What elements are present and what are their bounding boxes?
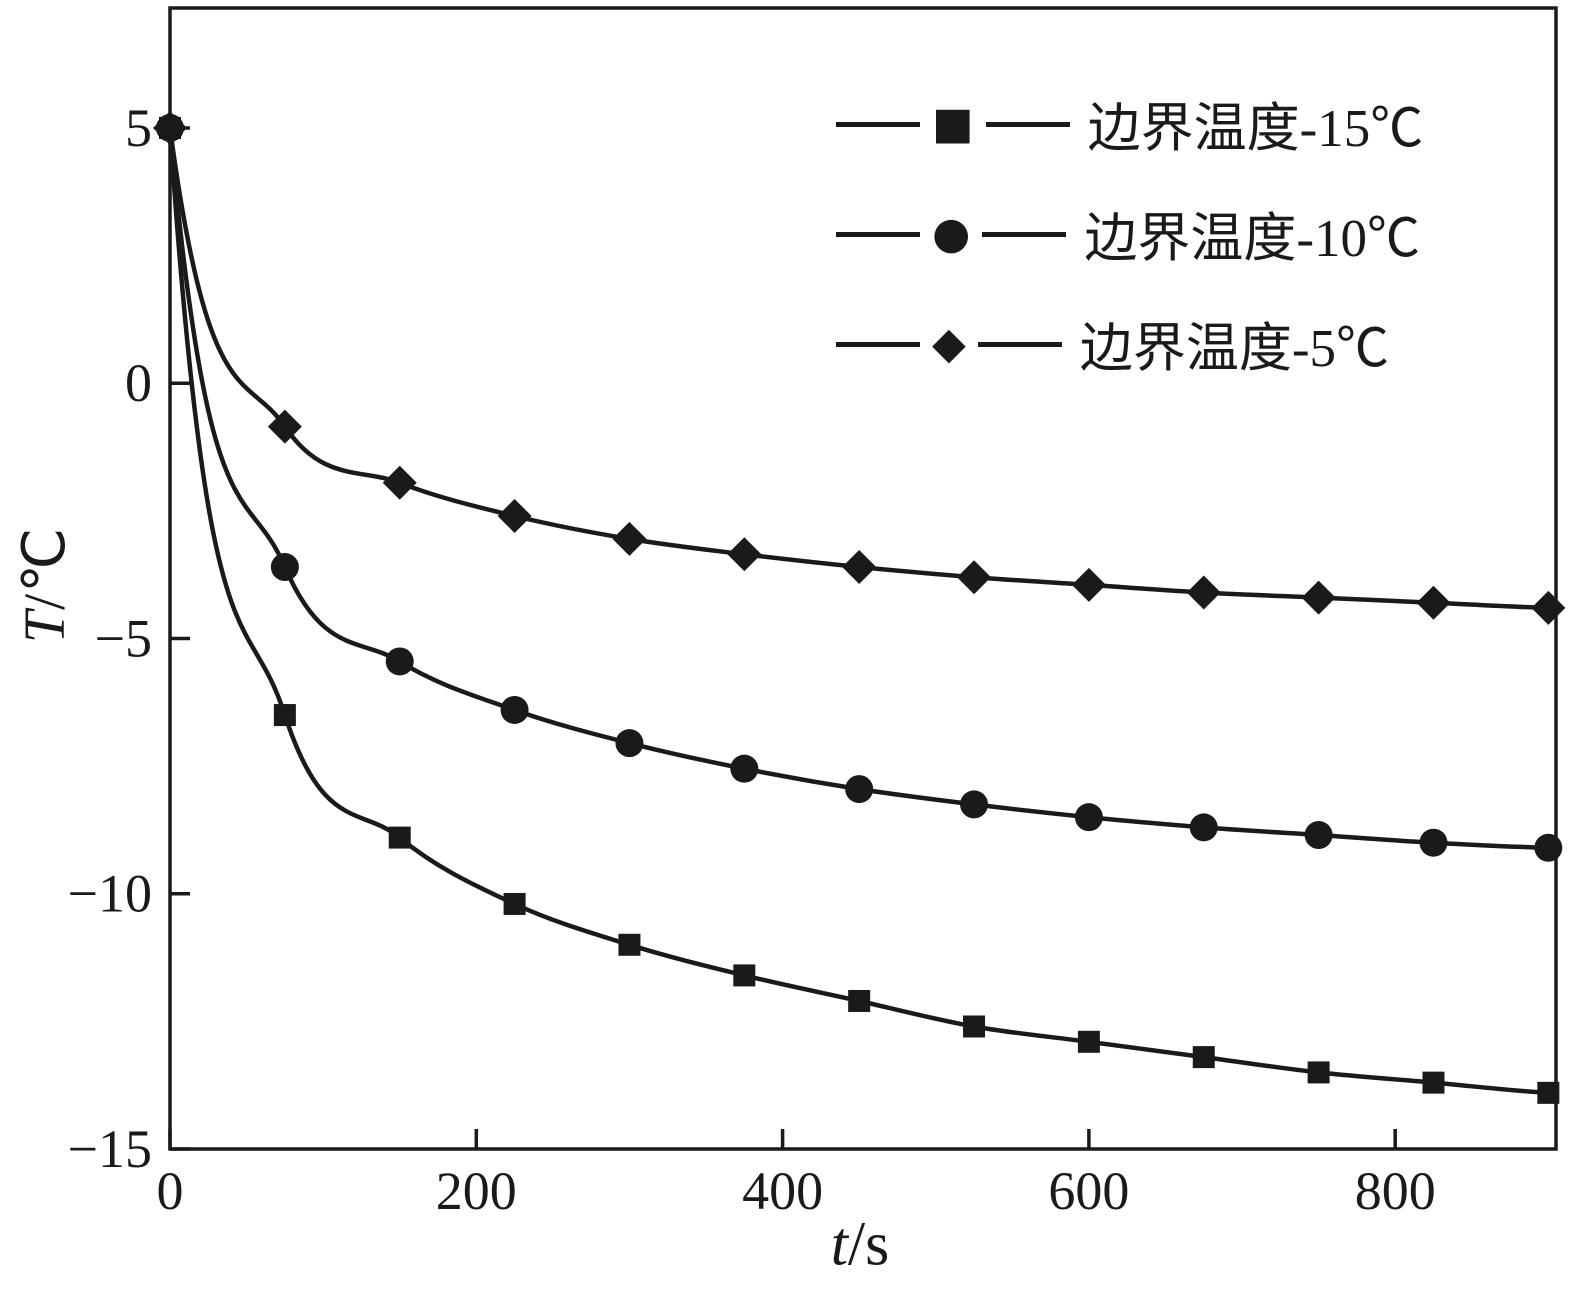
circle-marker [500,695,529,724]
x-axis-variable: t [830,1210,848,1279]
legend-label: 边界温度-15℃ [1087,100,1424,158]
plot-frame [168,6,1558,1151]
square-marker [273,704,296,727]
diamond-marker [1531,590,1566,625]
y-tick-label: −15 [68,1119,152,1179]
legend-line-segment [982,231,1067,237]
square-marker [618,933,641,956]
square-marker [1192,1046,1215,1069]
x-axis-label: t/s [831,1210,890,1281]
diamond-marker [153,110,187,145]
diamond-marker [497,498,532,533]
diamond-marker [727,537,762,572]
diamond-marker [612,521,647,556]
x-tick-label: 800 [1355,1161,1436,1221]
circle-marker [1074,803,1103,832]
circle-marker [1189,813,1218,842]
diamond-marker [1071,567,1106,602]
x-tick-label: 600 [1048,1161,1129,1221]
x-axis-separator: / [847,1210,866,1279]
diamond-marker-icon: ◆ [932,318,966,369]
circle-marker [385,647,414,676]
y-axis-separator: / [12,592,77,610]
square-marker [733,964,756,987]
square-marker [1422,1071,1445,1094]
y-axis-variable: T [12,610,77,644]
series-line-circle [167,127,1549,851]
x-tick-label: 200 [436,1161,517,1221]
circle-marker [730,754,759,783]
square-marker [1537,1081,1560,1104]
legend-line-segment [836,121,920,127]
circle-marker [1304,821,1333,850]
diamond-marker [842,550,877,585]
legend-item-minus5: ◆ 边界温度-5℃ [836,306,1423,382]
legend-line-segment [985,121,1070,127]
legend: ■ 边界温度-15℃ ● 边界温度-10℃ ◆ 边界温度-5℃ [836,86,1423,382]
diamond-marker [1416,585,1451,620]
x-tick-label: 400 [742,1161,823,1221]
y-tick-label: −5 [95,608,152,668]
y-axis-label: T/℃ [10,527,78,644]
x-tick-label: 0 [157,1161,184,1221]
y-axis-unit: ℃ [12,526,77,593]
legend-line-segment [836,231,920,237]
square-marker [963,1015,986,1038]
diamond-marker [267,409,302,444]
diamond-marker [957,560,992,595]
legend-line-segment [977,341,1062,347]
diamond-marker [1186,575,1221,610]
square-marker [388,826,411,849]
square-marker [848,989,871,1012]
circle-marker [1419,828,1448,857]
x-axis-unit: s [865,1210,890,1279]
y-tick-label: 5 [125,98,152,158]
circle-marker [270,553,299,582]
y-tick-label: 0 [125,353,152,413]
diamond-marker [1301,580,1336,615]
legend-label: 边界温度-5℃ [1079,320,1389,378]
circle-marker [845,775,874,804]
legend-line-segment [836,341,920,347]
diamond-marker [382,465,417,500]
circle-marker-icon: ● [932,208,971,259]
circle-marker [615,729,644,758]
legend-item-minus15: ■ 边界温度-15℃ [836,86,1423,162]
square-marker-icon: ■ [932,98,974,149]
circle-marker [1534,833,1563,862]
legend-label: 边界温度-10℃ [1084,210,1421,268]
square-marker [503,892,526,915]
legend-item-minus10: ● 边界温度-10℃ [836,196,1423,272]
circle-marker [960,790,989,819]
y-tick-label: −10 [68,864,152,924]
square-marker [1307,1061,1330,1084]
square-marker [1077,1030,1100,1053]
